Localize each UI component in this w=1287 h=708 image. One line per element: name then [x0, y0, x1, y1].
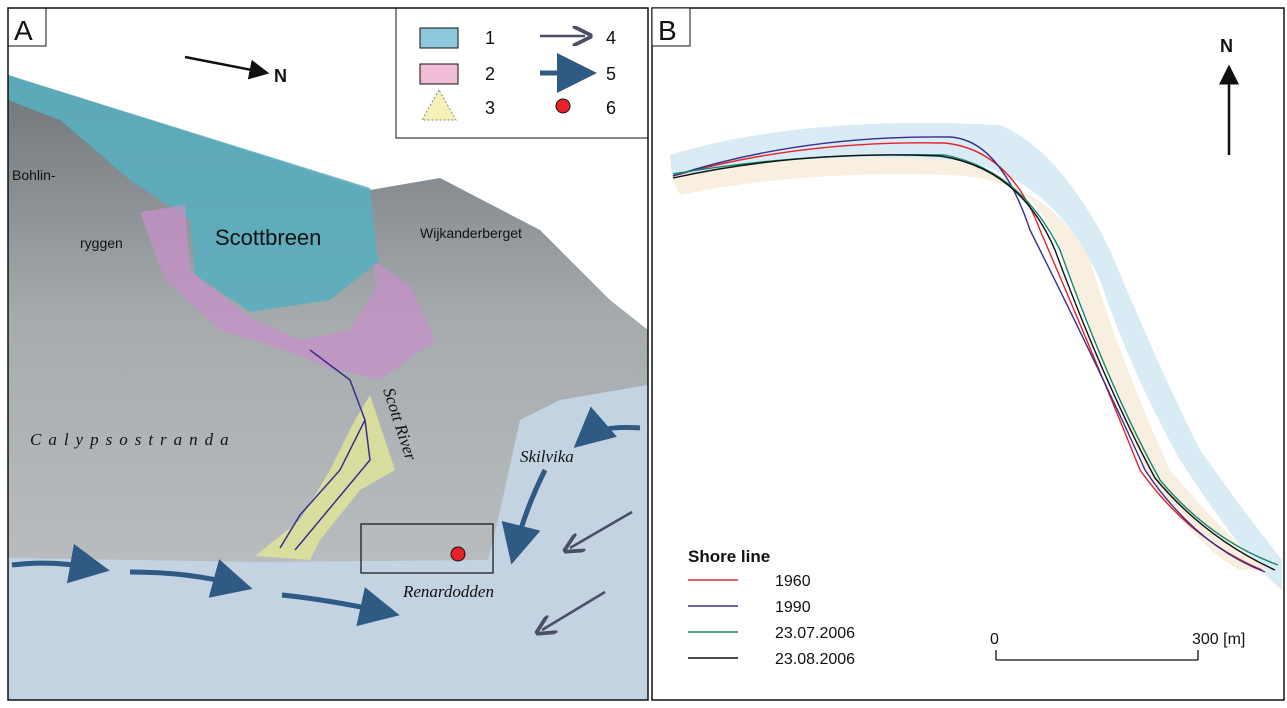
place-label: Bohlin-: [12, 167, 56, 183]
panel-label: B: [658, 15, 677, 46]
place-label: Calypsostranda: [30, 430, 236, 449]
place-label: Scottbreen: [215, 225, 321, 250]
legend-label: 1990: [775, 599, 811, 616]
scale-label: 300 [m]: [1192, 631, 1245, 648]
legend-swatch: [420, 64, 458, 84]
legend-swatch: [556, 99, 570, 113]
north-label: N: [1220, 36, 1233, 56]
legend-title: Shore line: [688, 547, 770, 566]
panel-border: [652, 8, 1284, 700]
legend-label: 6: [606, 98, 616, 118]
legend-label: 2: [485, 64, 495, 84]
legend-label: 4: [606, 28, 616, 48]
legend-label: 5: [606, 64, 616, 84]
north-label: N: [274, 66, 287, 86]
panel-a: N A 1 2 3 4 5 6 Bohlin- ryggen Scottbree…: [8, 8, 648, 700]
legend-label: 3: [485, 98, 495, 118]
place-label: Skilvika: [520, 447, 574, 466]
place-label: ryggen: [80, 235, 123, 251]
place-label: Wijkanderberget: [420, 225, 522, 241]
panel-b: B N Shore line 0 300 [m] 1960 1990 23.07.2…: [652, 8, 1284, 700]
site: [451, 547, 465, 561]
legend-swatch: [420, 28, 458, 48]
legend-label: 1960: [775, 573, 811, 590]
legend-label: 23.08.2006: [775, 651, 855, 668]
page: N A 1 2 3 4 5 6 Bohlin- ryggen Scottbree…: [0, 0, 1287, 708]
legend-label: 23.07.2006: [775, 625, 855, 642]
figure: N A 1 2 3 4 5 6 Bohlin- ryggen Scottbree…: [0, 0, 1287, 708]
panel-label: A: [14, 15, 33, 46]
legend-label: 1: [485, 28, 495, 48]
place-label: Renardodden: [402, 582, 494, 601]
scale-label: 0: [990, 631, 999, 648]
